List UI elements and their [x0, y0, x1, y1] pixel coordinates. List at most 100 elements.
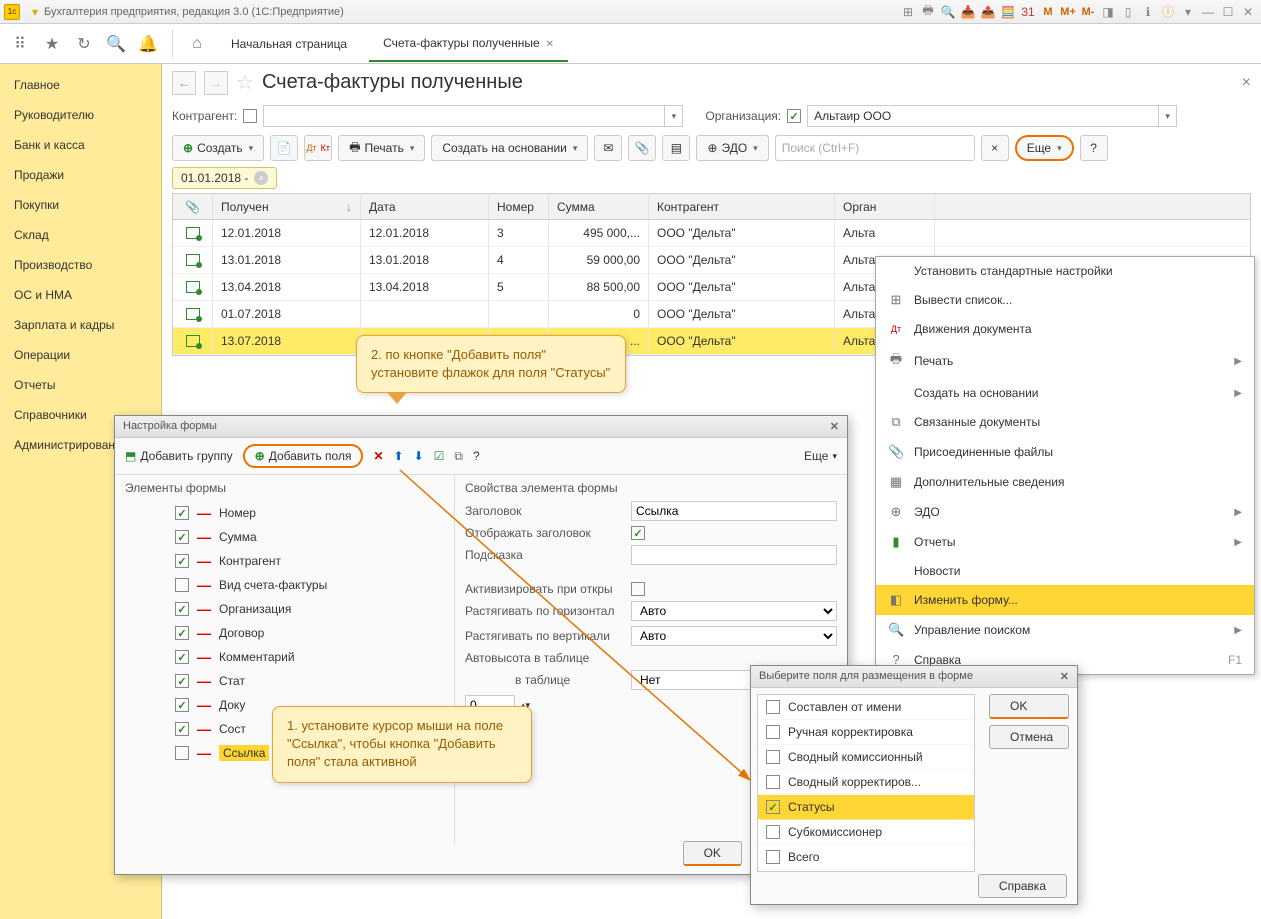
- tree-item[interactable]: —Стат: [125, 669, 444, 693]
- menu-item[interactable]: ⊕ЭДО▶: [876, 497, 1254, 527]
- dialog-close-icon[interactable]: ✕: [830, 420, 839, 433]
- pick-checkbox[interactable]: [766, 800, 780, 814]
- picker-help-button[interactable]: Справка: [978, 874, 1067, 898]
- remove-icon[interactable]: —: [197, 529, 211, 545]
- date-filter-chip[interactable]: 01.01.2018 - ×: [172, 167, 277, 189]
- menu-item[interactable]: Установить стандартные настройки: [876, 257, 1254, 285]
- dlg-ok-button[interactable]: OK: [683, 841, 742, 866]
- print-button[interactable]: 🖶Печать▾: [338, 135, 425, 161]
- menu-item[interactable]: 🖶Печать▶: [876, 343, 1254, 379]
- prop-stretchv-select[interactable]: Авто: [631, 626, 837, 646]
- sidebar-item[interactable]: Зарплата и кадры: [0, 310, 161, 340]
- prop-showheader-cb[interactable]: [631, 526, 645, 540]
- menu-item[interactable]: ▦Дополнительные сведения: [876, 467, 1254, 497]
- tree-item[interactable]: —Организация: [125, 597, 444, 621]
- pick-checkbox[interactable]: [766, 750, 780, 764]
- menu-item[interactable]: 📎Присоединенные файлы: [876, 437, 1254, 467]
- envelope-button[interactable]: ✉: [594, 135, 622, 161]
- m-btn[interactable]: М: [1039, 3, 1057, 21]
- tab-home[interactable]: Начальная страница: [217, 27, 361, 61]
- menu-item[interactable]: ◧Изменить форму...: [876, 585, 1254, 615]
- prop-activate-cb[interactable]: [631, 582, 645, 596]
- col-sum[interactable]: Сумма: [549, 194, 649, 219]
- print-icon[interactable]: 🖶: [919, 3, 937, 21]
- dlg-more-button[interactable]: Еще ▾: [804, 449, 837, 463]
- tree-checkbox[interactable]: [175, 506, 189, 520]
- picker-ok-button[interactable]: OK: [989, 694, 1069, 719]
- m-minus-btn[interactable]: М-: [1079, 3, 1097, 21]
- pick-checkbox[interactable]: [766, 725, 780, 739]
- tb-icon-10[interactable]: ▯: [1119, 3, 1137, 21]
- more-button[interactable]: Еще▾: [1015, 135, 1074, 161]
- remove-icon[interactable]: —: [197, 505, 211, 521]
- search-input[interactable]: Поиск (Ctrl+F): [775, 135, 975, 161]
- minimize-icon[interactable]: —: [1199, 3, 1217, 21]
- tree-item[interactable]: —Комментарий: [125, 645, 444, 669]
- org-input[interactable]: Альтаир ООО▾: [807, 105, 1177, 127]
- sidebar-item[interactable]: Склад: [0, 220, 161, 250]
- tree-item[interactable]: —Договор: [125, 621, 444, 645]
- tree-checkbox[interactable]: [175, 554, 189, 568]
- copy-button[interactable]: 📄: [270, 135, 298, 161]
- tree-checkbox[interactable]: [175, 722, 189, 736]
- counterparty-input[interactable]: ▾: [263, 105, 683, 127]
- remove-icon[interactable]: —: [197, 697, 211, 713]
- remove-icon[interactable]: —: [197, 601, 211, 617]
- tree-checkbox[interactable]: [175, 650, 189, 664]
- pick-checkbox[interactable]: [766, 700, 780, 714]
- tab-close-icon[interactable]: ✕: [546, 39, 554, 50]
- remove-icon[interactable]: —: [197, 745, 211, 761]
- tb-icon-b[interactable]: ⧉: [454, 449, 463, 464]
- tb-icon-4[interactable]: 📥: [959, 3, 977, 21]
- dlg-help-icon[interactable]: ?: [473, 449, 480, 463]
- sidebar-item[interactable]: Руководителю: [0, 100, 161, 130]
- edo-button[interactable]: ⊕ЭДО▾: [696, 135, 768, 161]
- pick-item[interactable]: Сводный корректиров...: [758, 770, 974, 795]
- tree-checkbox[interactable]: [175, 626, 189, 640]
- tree-item[interactable]: —Номер: [125, 501, 444, 525]
- add-group-button[interactable]: ⬒Добавить группу: [125, 449, 233, 463]
- menu-item[interactable]: ⧉Связанные документы: [876, 407, 1254, 437]
- tb-icon-11[interactable]: ℹ: [1139, 3, 1157, 21]
- tb-icon-5[interactable]: 📤: [979, 3, 997, 21]
- maximize-icon[interactable]: ☐: [1219, 3, 1237, 21]
- tree-checkbox[interactable]: [175, 674, 189, 688]
- sidebar-item[interactable]: Главное: [0, 70, 161, 100]
- tree-checkbox[interactable]: [175, 578, 189, 592]
- attach-button[interactable]: 📎: [628, 135, 656, 161]
- pick-item[interactable]: Субкомиссионер: [758, 820, 974, 845]
- remove-icon[interactable]: —: [197, 625, 211, 641]
- tb-icon-9[interactable]: ◨: [1099, 3, 1117, 21]
- pick-item[interactable]: Сводный комиссионный: [758, 745, 974, 770]
- pick-item[interactable]: Статусы: [758, 795, 974, 820]
- menu-item[interactable]: Создать на основании▶: [876, 379, 1254, 407]
- move-down-button[interactable]: ⬇: [414, 449, 424, 463]
- pick-checkbox[interactable]: [766, 850, 780, 864]
- back-button[interactable]: ←: [172, 71, 196, 95]
- col-cp[interactable]: Контрагент: [649, 194, 835, 219]
- remove-icon[interactable]: —: [197, 721, 211, 737]
- help-button[interactable]: ?: [1080, 135, 1108, 161]
- bell-icon[interactable]: 🔔: [136, 32, 160, 56]
- sidebar-item[interactable]: Отчеты: [0, 370, 161, 400]
- tree-checkbox[interactable]: [175, 602, 189, 616]
- remove-icon[interactable]: —: [197, 673, 211, 689]
- tree-checkbox[interactable]: [175, 530, 189, 544]
- tab-invoices[interactable]: Счета-фактуры полученные✕: [369, 26, 568, 62]
- picker-cancel-button[interactable]: Отмена: [989, 725, 1069, 749]
- add-fields-button[interactable]: ⊕Добавить поля: [243, 444, 364, 468]
- favorite-icon[interactable]: ☆: [236, 70, 254, 95]
- prop-header-input[interactable]: [631, 501, 837, 521]
- chip-clear-icon[interactable]: ×: [254, 171, 268, 185]
- info-icon[interactable]: ⓘ: [1159, 3, 1177, 21]
- tb-icon-1[interactable]: ⊞: [899, 3, 917, 21]
- menu-item[interactable]: 🔍Управление поиском▶: [876, 615, 1254, 645]
- search-icon[interactable]: 🔍: [104, 32, 128, 56]
- pick-item[interactable]: Всего: [758, 845, 974, 870]
- move-up-button[interactable]: ⬆: [394, 449, 404, 463]
- menu-item[interactable]: ДтДвижения документа: [876, 315, 1254, 343]
- tree-checkbox[interactable]: [175, 746, 189, 760]
- prop-hint-input[interactable]: [631, 545, 837, 565]
- col-received[interactable]: Получен↓: [213, 194, 361, 219]
- tb-icon-a[interactable]: ☑: [434, 449, 445, 463]
